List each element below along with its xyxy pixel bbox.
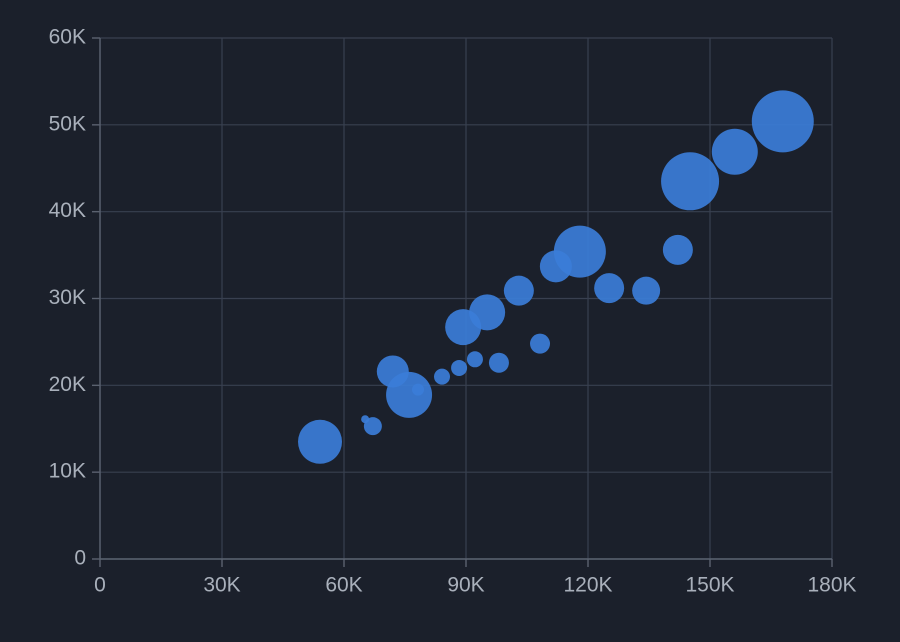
x-tick-label: 0: [94, 574, 106, 597]
y-tick-label: 50K: [49, 112, 86, 135]
bubble: [503, 275, 534, 306]
bubble: [553, 225, 606, 278]
bubble: [386, 371, 433, 418]
x-tick-label: 150K: [685, 574, 734, 597]
bubble: [412, 383, 425, 396]
x-tick-label: 180K: [807, 574, 856, 597]
bubble: [488, 352, 509, 373]
x-tick-label: 90K: [447, 574, 484, 597]
bubble: [751, 90, 814, 153]
y-tick-label: 60K: [49, 26, 86, 49]
bubble: [469, 294, 506, 331]
bubble: [466, 351, 483, 368]
bubble: [451, 359, 468, 376]
x-tick-label: 60K: [325, 574, 362, 597]
y-tick-label: 30K: [49, 286, 86, 309]
y-tick-label: 0: [74, 547, 86, 570]
bubble: [298, 419, 343, 464]
bubble: [363, 417, 382, 436]
bubble: [711, 128, 758, 175]
bubble: [661, 152, 720, 211]
bubble: [530, 333, 551, 354]
x-tick-label: 120K: [563, 574, 612, 597]
bubble: [434, 368, 451, 385]
bubble: [662, 234, 693, 265]
y-tick-label: 10K: [49, 460, 86, 483]
bubble: [632, 276, 661, 305]
bubble: [594, 273, 625, 304]
y-tick-label: 40K: [49, 199, 86, 222]
x-tick-label: 30K: [203, 574, 240, 597]
y-tick-label: 20K: [49, 373, 86, 396]
